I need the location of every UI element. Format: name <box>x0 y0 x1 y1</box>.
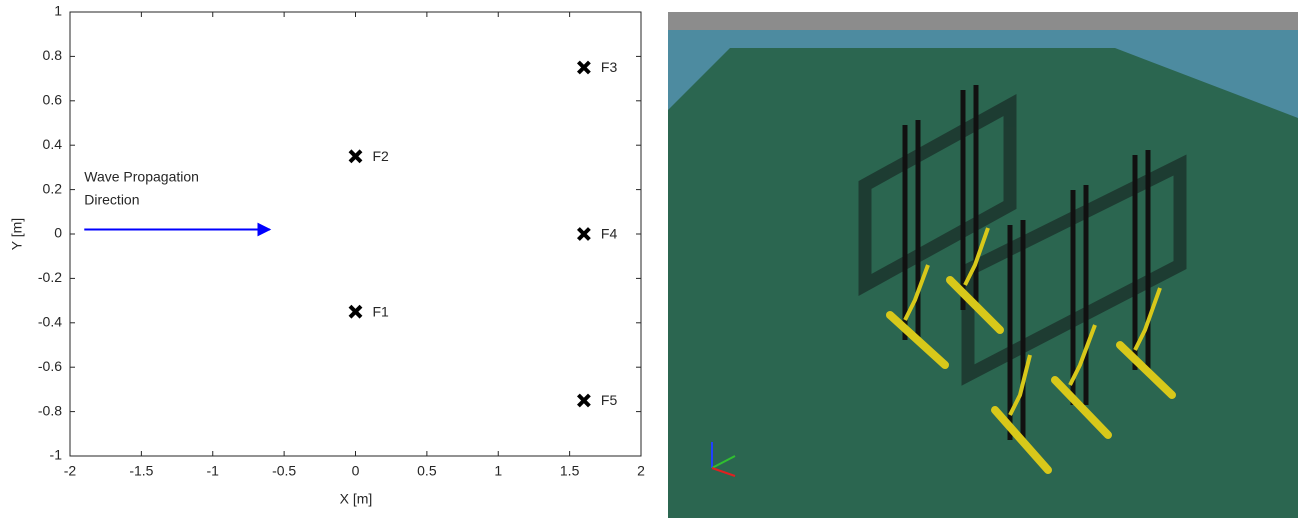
y-tick-label: 0.4 <box>43 136 63 152</box>
y-tick-label: -0.2 <box>38 269 62 285</box>
y-tick-label: 1 <box>54 3 62 19</box>
x-tick-label: -1 <box>207 463 220 479</box>
y-tick-label: -0.6 <box>38 358 62 374</box>
x-tick-label: 2 <box>637 463 645 479</box>
x-tick-label: 0.5 <box>417 463 437 479</box>
y-tick-label: -0.8 <box>38 402 62 418</box>
figure: X [m] Y [m] -2 -1.5 -1 -0.5 0 0.5 <box>0 0 1298 522</box>
page: X [m] Y [m] -2 -1.5 -1 -0.5 0 0.5 <box>0 0 1298 522</box>
y-tick-label: 0.6 <box>43 92 63 108</box>
x-tick-label: 1.5 <box>560 463 580 479</box>
point-label: F1 <box>373 303 390 319</box>
x-tick-label: -0.5 <box>272 463 296 479</box>
x-axis-label: X [m] <box>340 491 373 507</box>
x-tick-label: 0 <box>352 463 360 479</box>
annotation-text: Direction <box>84 192 139 208</box>
y-tick-label: -1 <box>50 447 63 463</box>
x-tick-label: -2 <box>64 463 77 479</box>
y-tick-label: -0.4 <box>38 314 62 330</box>
y-tick-label: 0.2 <box>43 180 63 196</box>
point-label: F5 <box>601 392 618 408</box>
point-label: F3 <box>601 59 618 75</box>
x-tick-label: 1 <box>494 463 502 479</box>
x-tick-label: -1.5 <box>129 463 153 479</box>
point-label: F4 <box>601 226 618 242</box>
plot-area <box>70 12 641 456</box>
y-tick-label: 0.8 <box>43 47 63 63</box>
annotation-text: Wave Propagation <box>84 169 199 185</box>
render-view <box>668 12 1298 518</box>
point-label: F2 <box>373 148 390 164</box>
y-tick-label: 0 <box>54 225 62 241</box>
y-axis-label: Y [m] <box>9 218 25 250</box>
